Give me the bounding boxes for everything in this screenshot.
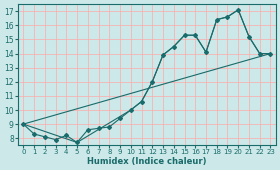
X-axis label: Humidex (Indice chaleur): Humidex (Indice chaleur) — [87, 157, 207, 166]
